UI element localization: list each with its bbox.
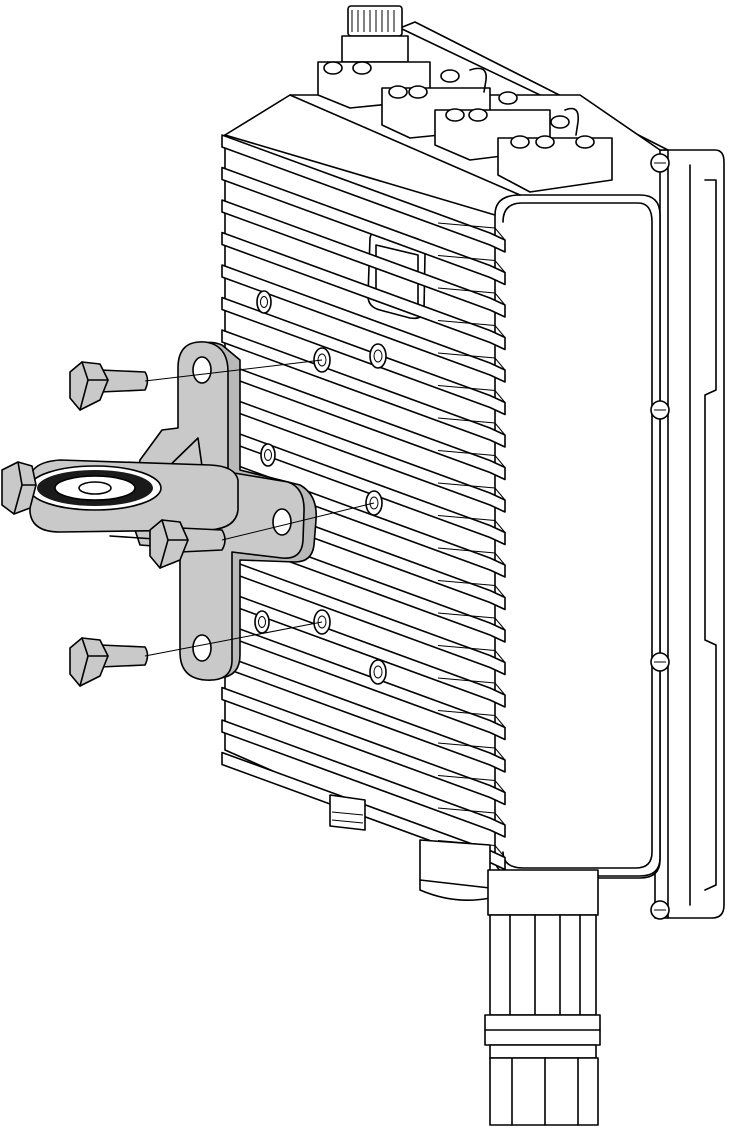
heatsink-fin-edge bbox=[437, 515, 506, 533]
cover-screw-icon bbox=[650, 153, 670, 173]
cover-screws bbox=[650, 153, 670, 920]
heatsink-fin bbox=[221, 329, 506, 448]
top-connectors bbox=[317, 5, 613, 193]
connector-icon bbox=[341, 5, 409, 63]
nut-icon bbox=[445, 108, 465, 122]
heatsink-fin-edge bbox=[437, 320, 506, 338]
nut-icon bbox=[510, 135, 530, 149]
heatsink-fin-edge bbox=[437, 385, 506, 403]
heatsink-fin-edge bbox=[437, 742, 506, 761]
nut-icon bbox=[468, 108, 488, 122]
heatsink-fin-edge bbox=[437, 580, 506, 598]
heatsink-fin-edge bbox=[437, 450, 506, 468]
bolt-icon bbox=[69, 359, 323, 411]
heatsink-fin-edge bbox=[437, 417, 506, 436]
heatsink-fin bbox=[221, 719, 506, 838]
heatsink-fin-edge bbox=[437, 255, 506, 273]
nut-icon bbox=[388, 85, 408, 99]
heatsink-fin bbox=[221, 264, 506, 383]
heatsink-fin bbox=[221, 296, 506, 416]
heatsink-fin bbox=[221, 686, 506, 806]
heatsink-fin-edge bbox=[437, 645, 506, 663]
nut-icon bbox=[550, 115, 570, 129]
cover-screw-icon bbox=[650, 900, 670, 920]
cable-gland-icon bbox=[484, 869, 601, 1126]
cover-screw-icon bbox=[650, 652, 670, 672]
nut-icon bbox=[440, 69, 460, 83]
heatsink-fin bbox=[221, 134, 506, 253]
heatsink-fin bbox=[221, 166, 506, 286]
bolt-icon bbox=[69, 621, 323, 687]
bolt-icon bbox=[149, 502, 375, 569]
bolts bbox=[1, 359, 375, 687]
nut-icon bbox=[352, 61, 372, 75]
heatsink-fin-edge bbox=[437, 775, 506, 793]
cover-screw-icon bbox=[650, 400, 670, 420]
nut-icon bbox=[323, 61, 343, 75]
heatsink-fin-edge bbox=[437, 612, 506, 631]
heatsink-fin-edge bbox=[437, 677, 506, 696]
nut-icon bbox=[575, 135, 595, 149]
heatsink-fin bbox=[221, 199, 506, 318]
heatsink-fin-edge bbox=[437, 710, 506, 728]
bolt-icon bbox=[1, 461, 37, 515]
heatsink-fin-edge bbox=[437, 352, 506, 371]
heatsink-fin-edge bbox=[437, 482, 506, 501]
bottom-connectors bbox=[329, 794, 491, 902]
heatsink-fin-edge bbox=[437, 222, 506, 241]
heatsink-fin-edge bbox=[437, 287, 506, 306]
heatsink-fin-edge bbox=[437, 547, 506, 566]
nut-icon bbox=[535, 135, 555, 149]
mounting-bracket-icon bbox=[28, 341, 317, 681]
heatsink-fin bbox=[221, 231, 506, 351]
heatsink-fin-edge bbox=[437, 807, 506, 826]
nut-icon bbox=[498, 91, 518, 105]
nut-icon bbox=[408, 85, 428, 99]
